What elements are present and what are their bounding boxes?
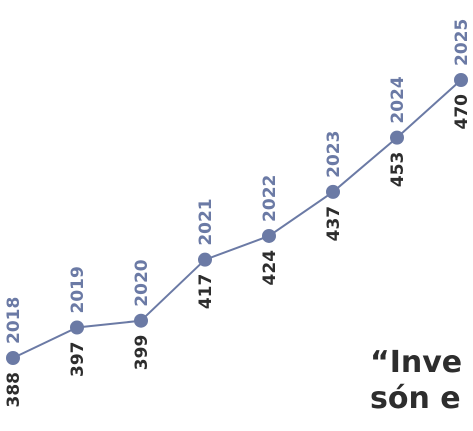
data-point-2023	[326, 184, 340, 199]
series-line	[12, 79, 462, 359]
value-label-2018: 388	[4, 372, 24, 408]
data-point-2024	[390, 130, 404, 145]
value-label-2022: 424	[260, 250, 280, 286]
value-label-2025: 470	[452, 94, 472, 130]
value-label-2023: 437	[324, 206, 344, 242]
year-label-2021: 2021	[196, 198, 216, 245]
year-label-2025: 2025	[452, 19, 472, 66]
year-label-2024: 2024	[388, 76, 408, 123]
data-point-2021	[198, 252, 212, 267]
data-point-2019	[70, 320, 84, 335]
data-point-2022	[262, 228, 276, 243]
year-label-2023: 2023	[324, 131, 344, 178]
quote-line-1: “Inve	[370, 345, 462, 380]
value-label-2020: 399	[132, 335, 152, 371]
year-label-2019: 2019	[68, 266, 88, 313]
data-point-2020	[134, 313, 148, 328]
value-label-2024: 453	[388, 152, 408, 188]
data-point-2018	[6, 351, 20, 365]
value-label-2021: 417	[196, 274, 216, 310]
year-label-2020: 2020	[132, 259, 152, 306]
data-point-2025	[454, 73, 468, 87]
year-label-2022: 2022	[260, 175, 280, 222]
value-label-2019: 397	[68, 341, 88, 377]
quote-line-2: són e	[370, 381, 461, 416]
year-label-2018: 2018	[4, 297, 24, 344]
